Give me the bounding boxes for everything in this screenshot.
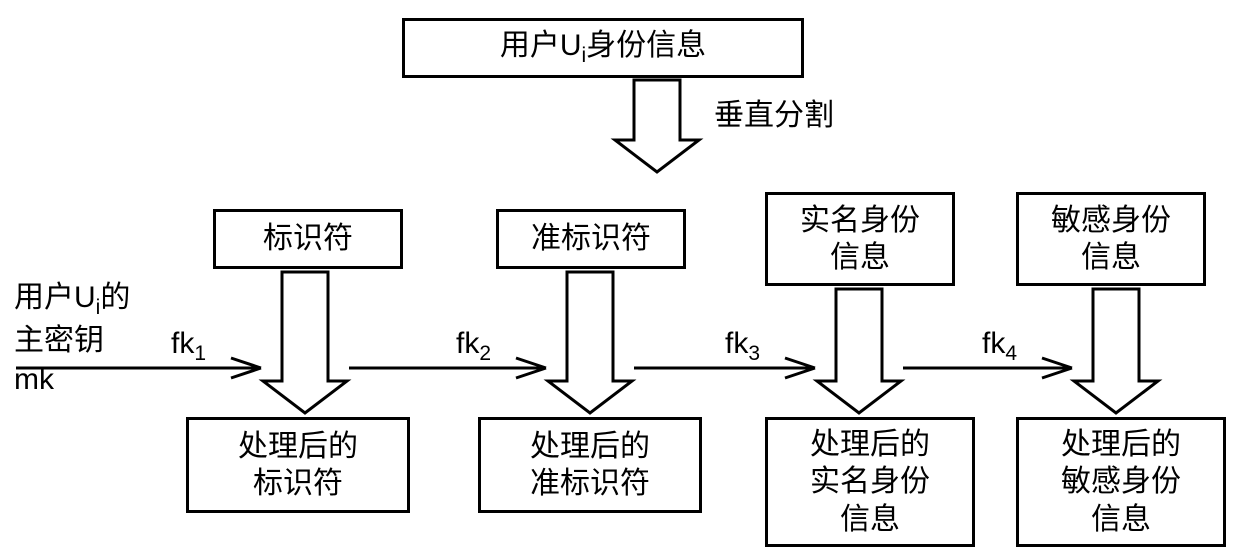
label-fk4: fk4 (982, 324, 1017, 367)
label-vsplit: 垂直分割 (714, 96, 834, 135)
node-p1-text: 处理后的标识符 (238, 428, 358, 503)
node-n1: 标识符 (213, 209, 403, 269)
node-p2: 处理后的准标识符 (478, 417, 702, 513)
node-n3-text: 实名身份信息 (800, 202, 920, 277)
node-p4-text: 处理后的敏感身份信息 (1061, 426, 1181, 539)
node-n1-text: 标识符 (263, 220, 353, 258)
node-p4: 处理后的敏感身份信息 (1016, 417, 1226, 547)
node-n4: 敏感身份信息 (1016, 192, 1206, 286)
node-p3: 处理后的实名身份信息 (765, 417, 975, 547)
label-fk1: fk1 (171, 324, 206, 367)
node-p3-text: 处理后的实名身份信息 (810, 426, 930, 539)
node-top-text: 用户Ui身份信息 (500, 27, 706, 69)
node-p1: 处理后的标识符 (186, 417, 410, 513)
label-fk2: fk2 (456, 324, 491, 367)
label-mk: 用户Ui的主密钥mk (14, 278, 130, 399)
diagram-canvas: 用户Ui身份信息标识符 准标识符 实名身份信息 敏感身份信息处理后的标识符 处理后的准标… (0, 0, 1240, 559)
node-n2: 准标识符 (496, 209, 686, 269)
node-top: 用户Ui身份信息 (402, 18, 804, 78)
label-fk3: fk3 (725, 324, 760, 367)
node-n4-text: 敏感身份信息 (1051, 202, 1171, 277)
node-n3: 实名身份信息 (765, 192, 955, 286)
node-p2-text: 处理后的准标识符 (530, 428, 650, 503)
node-n2-text: 准标识符 (531, 220, 651, 258)
